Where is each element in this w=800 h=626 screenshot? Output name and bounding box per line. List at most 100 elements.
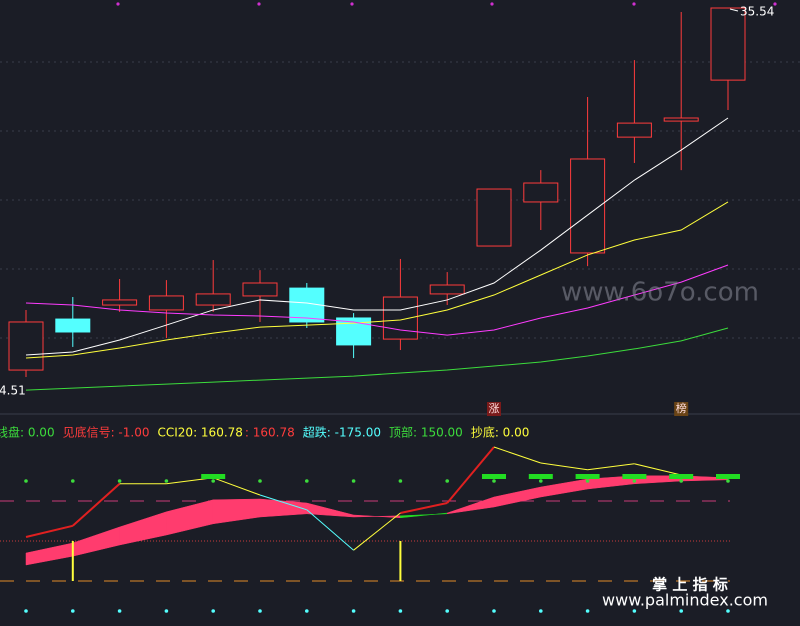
marker-box: [487, 402, 501, 416]
ma-line: [25, 201, 729, 359]
marker: 榜: [676, 401, 687, 415]
top-signal: [528, 474, 553, 479]
band: [119, 511, 167, 546]
legend-entry: : 160.78: [245, 426, 295, 440]
marker: 涨: [489, 402, 500, 415]
watermark: www.palmindex.com: [602, 591, 768, 610]
top-dot: [305, 479, 309, 483]
legend-entry: 顶部: 150.00: [389, 425, 463, 440]
cci-segment: [587, 463, 635, 471]
dot: [773, 2, 777, 6]
dot: [257, 2, 261, 6]
top-signal: [482, 474, 506, 479]
cci-segment: [72, 483, 121, 527]
oversold-dot: [351, 609, 356, 613]
oversold-dot: [258, 609, 262, 613]
oversold-dot: [726, 609, 730, 613]
grid: [0, 61, 800, 339]
candle-body: [55, 318, 91, 333]
top-dot: [492, 479, 496, 483]
band: [306, 502, 354, 518]
oversold-dot: [211, 609, 215, 613]
top-dot: [445, 479, 450, 483]
band: [540, 478, 588, 498]
cci-segment: [353, 512, 401, 551]
candle-body: [616, 122, 652, 138]
high-label: 35.54: [740, 5, 774, 19]
oversold-dot: [71, 609, 75, 613]
legend-entry: 抄底: 0.00: [471, 425, 530, 440]
top-dot: [726, 479, 730, 483]
oversold-dot: [445, 609, 450, 613]
candle-body: [429, 284, 465, 295]
band: [212, 498, 261, 525]
dot: [490, 2, 494, 6]
top-dot: [117, 479, 122, 483]
cci-segment: [25, 524, 74, 538]
high-pointer: [729, 8, 739, 12]
marker-box: [674, 402, 689, 416]
oversold-dot: [305, 609, 309, 613]
band: [446, 496, 495, 515]
cci-segment: [634, 463, 682, 476]
candle-body: [195, 293, 231, 306]
legend-entry: 超跌: -175.00: [303, 425, 381, 440]
oversold-dot: [632, 609, 637, 613]
top-signal: [575, 474, 600, 479]
top-dot: [585, 479, 590, 483]
oversold-dot: [117, 609, 122, 613]
legend-entry: 线盘: 0.00: [0, 425, 55, 440]
top-dot: [539, 479, 543, 483]
top-dot: [211, 479, 215, 483]
cci-segment: [493, 446, 541, 464]
ma-line: [25, 117, 729, 356]
candle-body: [663, 117, 699, 122]
oversold-dot: [539, 609, 543, 613]
band: [493, 486, 542, 508]
oversold-dot: [679, 609, 683, 613]
candle-body: [523, 182, 559, 203]
low-label: 4.51: [0, 384, 26, 398]
band: [353, 514, 401, 519]
candle-body: [476, 188, 512, 247]
band: [25, 542, 74, 566]
top-dot: [24, 479, 28, 483]
ma-line: [25, 264, 729, 336]
top-signal: [669, 474, 694, 479]
candle-body: [102, 299, 138, 306]
cci-segment: [306, 509, 354, 551]
legend-entry: CCI20: 160.78: [158, 426, 243, 440]
top-dot: [258, 479, 262, 483]
top-dot: [632, 479, 637, 483]
oversold-dot: [492, 609, 496, 613]
candle-body: [242, 282, 278, 297]
band: [72, 526, 120, 557]
cci-segment: [213, 477, 261, 496]
dot: [632, 2, 636, 6]
candle-body: [710, 7, 746, 81]
cci-segment: [540, 462, 588, 471]
top-dot: [398, 479, 403, 483]
watermark: 掌 上 指 标: [652, 576, 728, 594]
watermark: www.6o7o.com: [561, 278, 759, 308]
candle-body: [570, 158, 606, 254]
oversold-dot: [24, 609, 28, 613]
candle-body: [8, 321, 44, 371]
top-dot: [164, 479, 169, 483]
top-signal: [716, 474, 740, 479]
top-dots: [116, 2, 777, 6]
legend-entry: 见底信号: -1.00: [63, 425, 150, 440]
top-dot: [351, 479, 356, 483]
cci-segment: [446, 446, 495, 504]
top-dot: [71, 479, 75, 483]
oversold-dot: [398, 609, 403, 613]
ma-line: [25, 327, 729, 391]
cci-segment: [400, 502, 448, 514]
cci-segment: [259, 494, 307, 511]
oversold-dot: [585, 609, 590, 613]
top-dot: [679, 479, 683, 483]
oversold-dot: [164, 609, 169, 613]
top-signal: [622, 474, 647, 479]
dot: [116, 2, 120, 6]
